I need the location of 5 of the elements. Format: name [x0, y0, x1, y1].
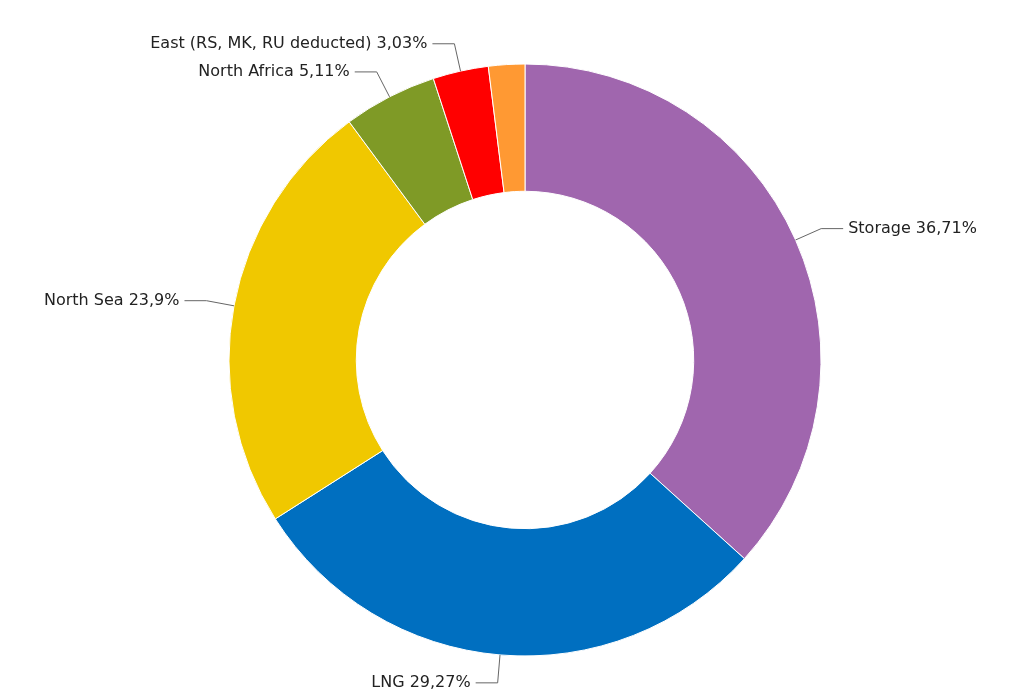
slice-label: North Sea 23,9% — [43, 289, 180, 309]
slice-label: North Africa 5,11% — [198, 61, 350, 81]
slice-label: East (RS, MK, RU deducted) 3,03% — [150, 32, 428, 52]
slice-label: Storage 36,71% — [848, 217, 977, 237]
slice-label: LNG 29,27% — [371, 672, 471, 691]
